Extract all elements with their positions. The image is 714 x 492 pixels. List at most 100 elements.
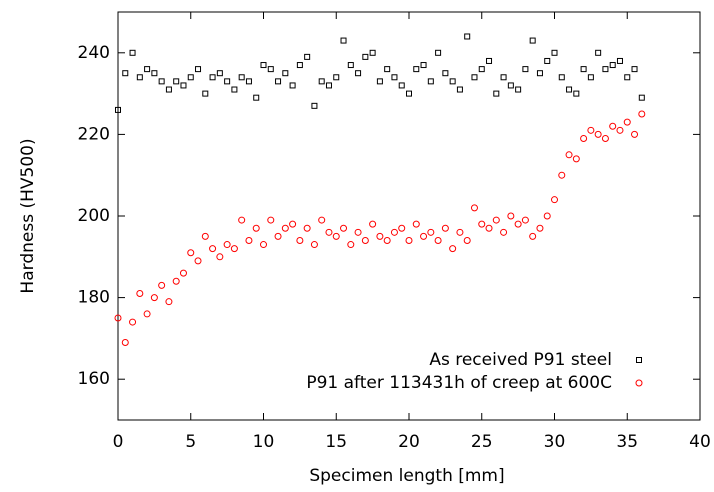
point bbox=[492, 216, 500, 224]
point bbox=[464, 33, 471, 40]
point bbox=[238, 216, 246, 224]
point bbox=[478, 220, 486, 228]
plot-frame bbox=[117, 11, 701, 421]
point bbox=[252, 224, 260, 232]
point bbox=[478, 66, 485, 73]
point bbox=[136, 290, 144, 298]
point bbox=[253, 94, 260, 101]
point bbox=[230, 245, 238, 253]
point bbox=[601, 134, 609, 142]
point bbox=[325, 228, 333, 236]
y-tick-label: 200 bbox=[78, 206, 110, 226]
point bbox=[427, 78, 434, 85]
y-tick-label: 160 bbox=[78, 369, 110, 389]
point bbox=[522, 66, 529, 73]
point bbox=[398, 224, 406, 232]
point bbox=[602, 66, 609, 73]
point bbox=[449, 245, 457, 253]
legend-marker bbox=[636, 357, 642, 363]
point bbox=[151, 70, 158, 77]
point bbox=[115, 106, 121, 113]
point bbox=[150, 294, 158, 302]
point bbox=[282, 70, 289, 77]
x-tick-label: 5 bbox=[185, 432, 196, 452]
point bbox=[391, 74, 398, 81]
y-tick-label: 240 bbox=[78, 43, 110, 63]
legend-marker bbox=[635, 379, 643, 387]
point bbox=[471, 74, 478, 81]
point bbox=[158, 281, 166, 289]
point bbox=[558, 171, 566, 179]
point bbox=[172, 277, 180, 285]
point bbox=[463, 236, 471, 244]
point bbox=[413, 66, 420, 73]
point bbox=[587, 126, 595, 134]
point bbox=[173, 78, 180, 85]
point bbox=[470, 204, 478, 212]
x-tick-label: 35 bbox=[616, 432, 638, 452]
point bbox=[121, 338, 129, 346]
point bbox=[434, 236, 442, 244]
x-tick-label: 20 bbox=[398, 432, 420, 452]
point bbox=[340, 37, 347, 44]
y-tick-label: 180 bbox=[78, 288, 110, 308]
point bbox=[580, 134, 588, 142]
point bbox=[500, 74, 507, 81]
point bbox=[187, 249, 195, 257]
point bbox=[624, 74, 631, 81]
point bbox=[515, 86, 522, 93]
point bbox=[543, 212, 551, 220]
point bbox=[486, 57, 493, 64]
point bbox=[595, 49, 602, 56]
point bbox=[493, 90, 500, 97]
point bbox=[565, 151, 573, 159]
x-tick-label: 0 bbox=[113, 432, 124, 452]
point bbox=[114, 314, 122, 322]
point bbox=[361, 236, 369, 244]
point bbox=[194, 257, 202, 265]
point bbox=[267, 66, 274, 73]
point bbox=[536, 70, 543, 77]
point bbox=[165, 86, 172, 93]
point bbox=[384, 66, 391, 73]
point bbox=[529, 232, 537, 240]
y-tick-label: 220 bbox=[78, 124, 110, 144]
point bbox=[180, 82, 187, 89]
point bbox=[536, 224, 544, 232]
point bbox=[311, 102, 318, 109]
point bbox=[521, 216, 529, 224]
point bbox=[427, 228, 435, 236]
point bbox=[566, 86, 573, 93]
point bbox=[638, 110, 646, 118]
x-tick-label: 40 bbox=[689, 432, 711, 452]
point bbox=[318, 216, 326, 224]
point bbox=[406, 90, 412, 97]
point bbox=[209, 74, 216, 81]
y-axis-label: Hardness (HV500) bbox=[18, 138, 38, 293]
point bbox=[260, 62, 267, 69]
point bbox=[551, 49, 558, 56]
point bbox=[165, 298, 173, 306]
point bbox=[187, 74, 194, 81]
point bbox=[195, 66, 202, 73]
point bbox=[609, 62, 616, 69]
point bbox=[245, 236, 253, 244]
x-axis-label: Specimen length [mm] bbox=[309, 466, 504, 486]
point bbox=[347, 241, 355, 249]
point bbox=[245, 78, 252, 85]
point bbox=[267, 216, 275, 224]
x-tick-label: 25 bbox=[471, 432, 493, 452]
point bbox=[347, 62, 354, 69]
point bbox=[507, 212, 515, 220]
legend-label: As received P91 steel bbox=[429, 350, 612, 370]
point bbox=[631, 66, 638, 73]
point bbox=[362, 53, 369, 60]
point bbox=[558, 74, 565, 81]
legend-label: P91 after 113431h of creep at 600C bbox=[306, 373, 612, 393]
point bbox=[631, 130, 639, 138]
point bbox=[289, 220, 297, 228]
point bbox=[158, 78, 165, 85]
point bbox=[485, 224, 493, 232]
point bbox=[275, 78, 282, 85]
